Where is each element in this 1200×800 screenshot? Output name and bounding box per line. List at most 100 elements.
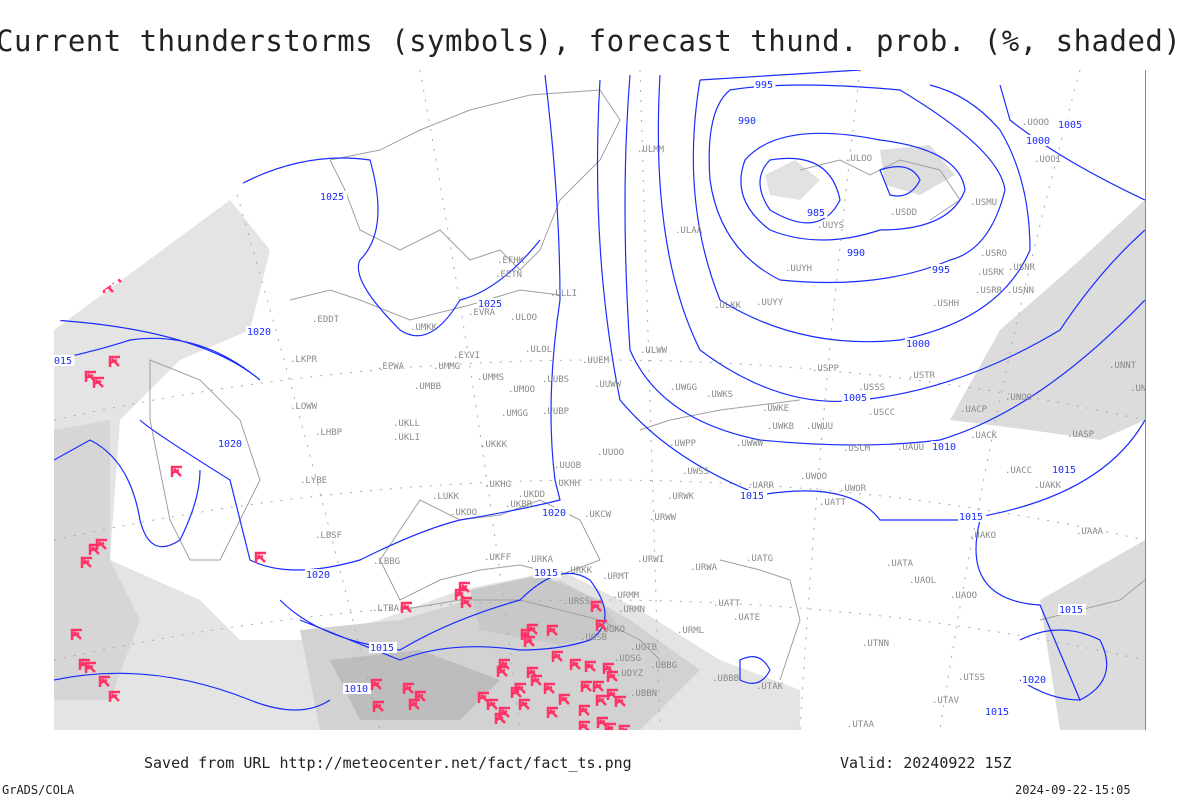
station-label: .URKA bbox=[526, 555, 554, 565]
isobar-label: 1025 bbox=[320, 192, 344, 203]
thunderstorm-symbol bbox=[618, 724, 630, 730]
station-label: .UATA bbox=[886, 559, 914, 569]
station-label: .UWUU bbox=[806, 422, 833, 432]
isobar-label-bg bbox=[737, 115, 759, 126]
thunderstorm-symbol bbox=[372, 700, 384, 712]
isobar-label-bg bbox=[541, 507, 569, 518]
thunderstorm-symbol bbox=[578, 720, 590, 730]
station-label: .USSS bbox=[858, 383, 885, 393]
station-label: .UATG bbox=[746, 554, 773, 564]
isobar-label-bg bbox=[1057, 119, 1085, 130]
isobar-label: 990 bbox=[738, 116, 756, 127]
thunderstorm-symbol bbox=[414, 690, 426, 702]
station-label: .UWKS bbox=[706, 390, 733, 400]
station-label: .URWK bbox=[667, 492, 695, 502]
station-label: .USHH bbox=[932, 299, 959, 309]
station-label: .UACP bbox=[960, 405, 988, 415]
station-label: .UAKK bbox=[1034, 481, 1062, 491]
isobar-label-bg bbox=[54, 355, 75, 366]
station-label: .URWI bbox=[637, 555, 664, 565]
station-label: .USCM bbox=[843, 444, 871, 454]
station-label: .ULWW bbox=[640, 346, 668, 356]
station-label: .UACK bbox=[970, 431, 998, 441]
graticule bbox=[54, 70, 1145, 730]
software-credit: GrADS/COLA bbox=[2, 783, 75, 797]
station-label: .EFHK bbox=[497, 256, 525, 266]
isobar-label: 1010 bbox=[932, 442, 956, 453]
isobar-label-bg bbox=[984, 706, 1012, 717]
thunderstorm-symbol bbox=[543, 682, 555, 694]
station-label: .UNNT bbox=[1109, 361, 1137, 371]
station-label: .UTAK bbox=[756, 682, 784, 692]
thunderstorm-symbol bbox=[95, 538, 107, 550]
station-label: .ULOO bbox=[845, 154, 872, 164]
isobar-label-bg bbox=[905, 338, 933, 349]
isobar-label: 1015 bbox=[370, 643, 394, 654]
isobars bbox=[54, 70, 1145, 711]
map-frame-right bbox=[1145, 70, 1146, 730]
station-label: .UGKO bbox=[598, 625, 625, 635]
thunderstorm-symbol bbox=[590, 600, 602, 612]
isobar-label: 1000 bbox=[906, 339, 930, 350]
station-label: .EYVI bbox=[453, 351, 480, 361]
station-label: .EPWA bbox=[377, 362, 405, 372]
station-label: .URMM bbox=[612, 591, 640, 601]
isobar-label-bg bbox=[217, 438, 245, 449]
station-label: .UOOI bbox=[1034, 155, 1061, 165]
station-label: .UAOL bbox=[909, 576, 936, 586]
thunderstorm-symbols bbox=[70, 271, 630, 730]
thunderstorm-symbol bbox=[578, 704, 590, 716]
generated-timestamp: 2024-09-22-15:05 bbox=[1015, 783, 1131, 797]
station-label: .UGTB bbox=[630, 643, 657, 653]
thunderstorm-symbol bbox=[498, 658, 510, 670]
isobar-label: 015 bbox=[54, 356, 72, 367]
thunderstorm-symbol bbox=[546, 706, 558, 718]
isobar-label: 1020 bbox=[542, 508, 566, 519]
station-label: .UATT bbox=[713, 599, 741, 609]
isobar-label-bg bbox=[369, 642, 397, 653]
station-label: .UNBB bbox=[1130, 384, 1157, 394]
thunderstorm-symbol bbox=[569, 658, 581, 670]
station-label: .UAKO bbox=[969, 531, 996, 541]
station-label: .USNN bbox=[1007, 286, 1034, 296]
thunderstorm-symbol bbox=[526, 623, 538, 635]
isobar-label-bg bbox=[931, 264, 953, 275]
station-label: .UWPP bbox=[669, 439, 697, 449]
station-label: .UKLI bbox=[393, 433, 420, 443]
thunderstorm-symbol bbox=[558, 693, 570, 705]
station-label: .UKFF bbox=[484, 553, 511, 563]
station-label: .UGSB bbox=[580, 633, 607, 643]
station-label: .UUYH bbox=[785, 264, 812, 274]
station-label: .USRK bbox=[977, 268, 1005, 278]
station-label: .ULLI bbox=[550, 289, 577, 299]
isobar-label: 1010 bbox=[344, 684, 368, 695]
station-label: .UKHH bbox=[553, 479, 580, 489]
thunderstorm-symbol bbox=[98, 675, 110, 687]
station-label: .LKPR bbox=[290, 355, 318, 365]
isobar-label-bg bbox=[739, 490, 767, 501]
thunderstorm-symbol bbox=[518, 698, 530, 710]
thunderstorm-symbol bbox=[110, 271, 122, 283]
isobar-label: 1015 bbox=[534, 568, 558, 579]
station-label: .UMMS bbox=[477, 373, 504, 383]
station-label: .UTNN bbox=[862, 639, 889, 649]
isobar-label: 1005 bbox=[843, 393, 867, 404]
station-label: .UMBB bbox=[414, 382, 441, 392]
isobar-label-bg bbox=[1051, 464, 1079, 475]
isobar-label-bg bbox=[846, 247, 868, 258]
thunderstorm-symbol bbox=[546, 624, 558, 636]
station-label: .UUYY bbox=[756, 298, 784, 308]
isobar-label: 995 bbox=[755, 80, 773, 91]
isobar-label: 990 bbox=[847, 248, 865, 259]
thunderstorm-symbol bbox=[510, 686, 522, 698]
isobar-label-bg bbox=[1058, 604, 1086, 615]
isobar-label: 1020 bbox=[306, 570, 330, 581]
thunderstorm-symbol bbox=[108, 690, 120, 702]
isobar-label: 1015 bbox=[959, 512, 983, 523]
isobar-label: 995 bbox=[932, 265, 950, 276]
thunderstorm-symbol bbox=[592, 680, 604, 692]
thunderstorm-symbol bbox=[606, 670, 618, 682]
isobar-label: 985 bbox=[807, 208, 825, 219]
isobar-label-bg bbox=[1025, 135, 1053, 146]
